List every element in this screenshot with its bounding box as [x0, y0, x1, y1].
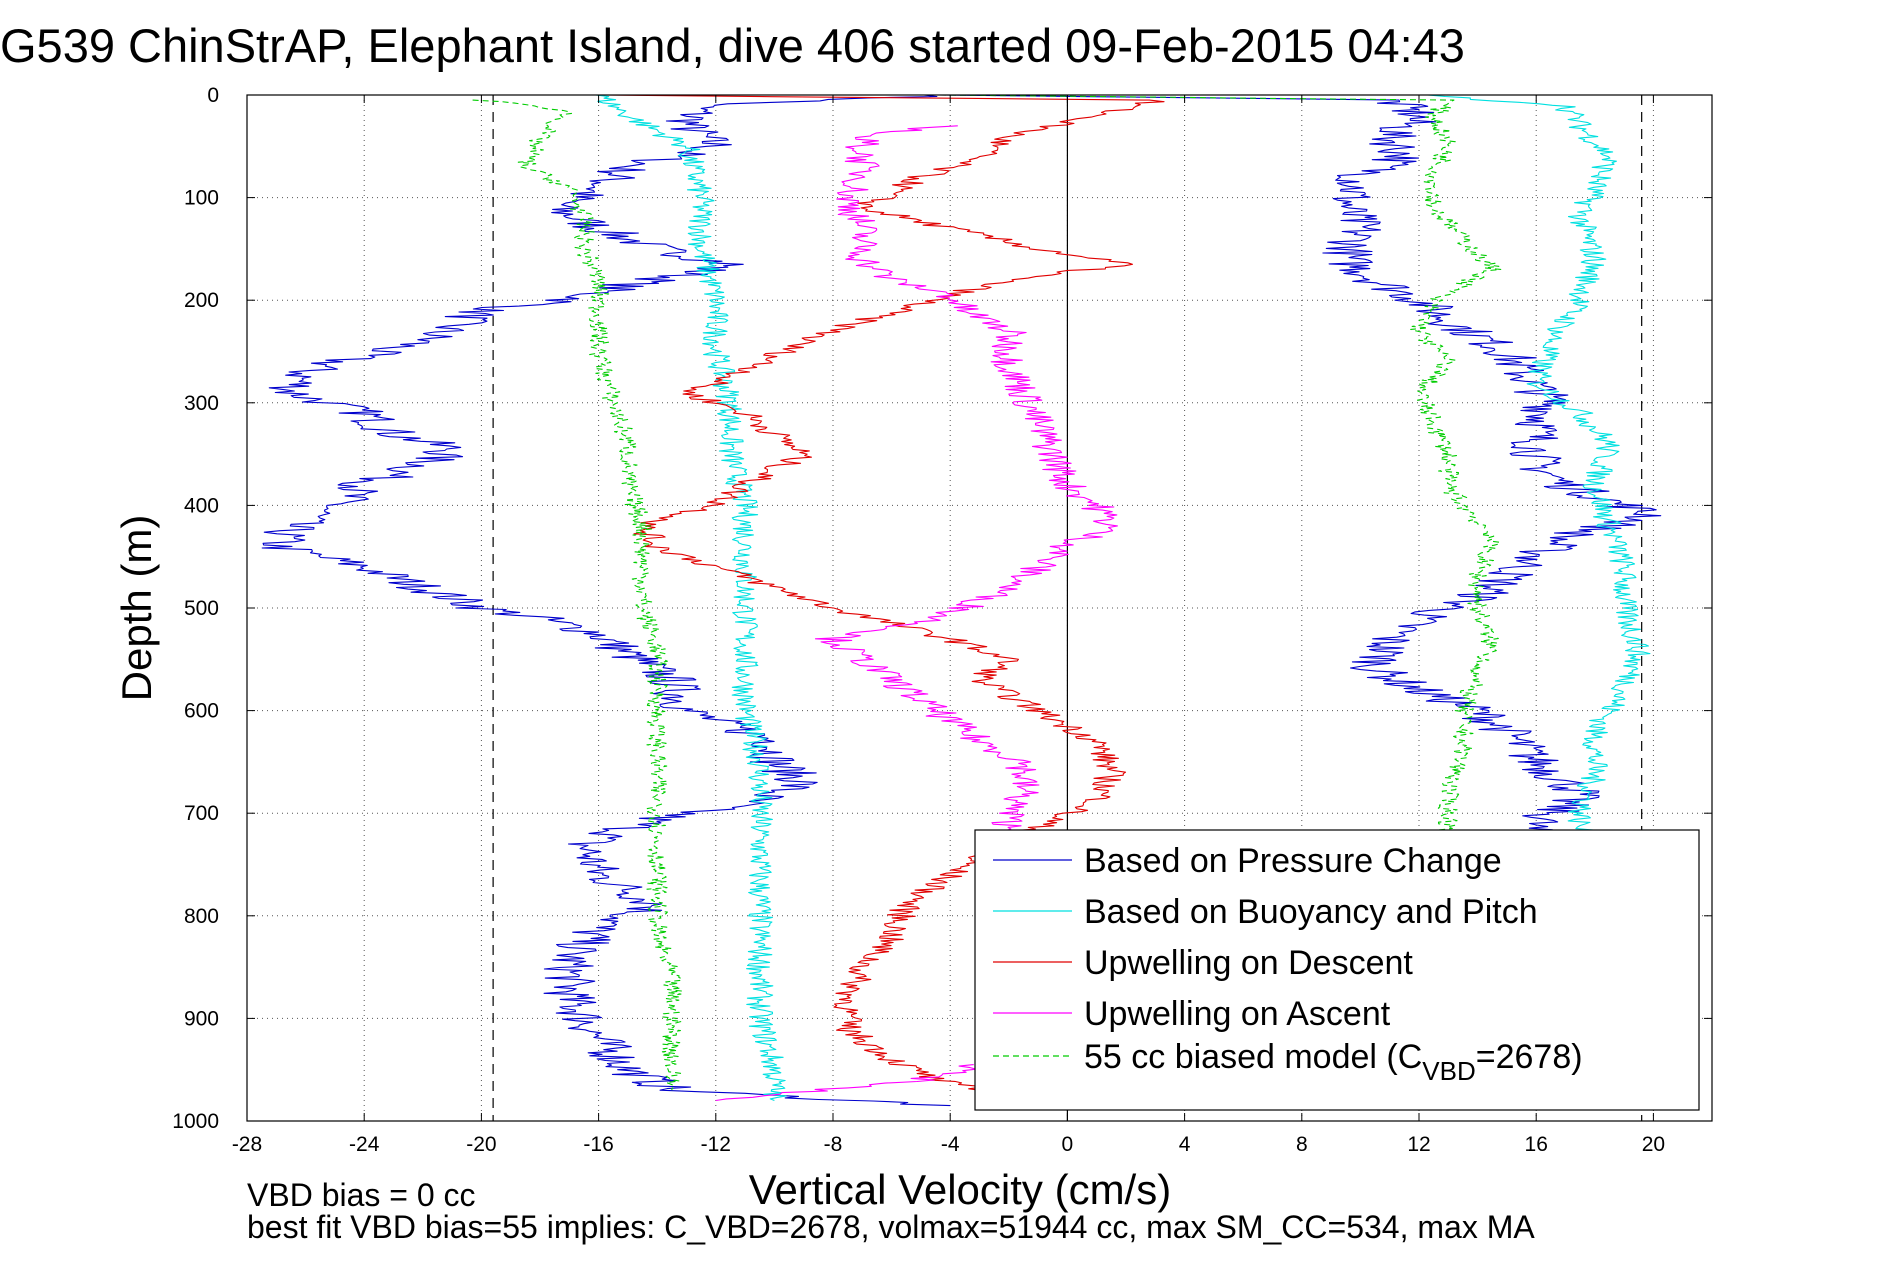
x-tick-label: 12	[1407, 1133, 1430, 1156]
y-tick-label: 100	[184, 187, 219, 210]
x-tick-label: 4	[1179, 1133, 1191, 1156]
y-tick-label: 900	[184, 1007, 219, 1030]
series-line	[472, 99, 683, 1091]
series-group	[261, 95, 1662, 1107]
x-tick-label: 8	[1296, 1133, 1308, 1156]
legend-label: 55 cc biased model (CVBD=2678)	[1084, 1038, 1583, 1086]
x-tick-label: -8	[824, 1133, 843, 1156]
legend-label: Upwelling on Descent	[1084, 944, 1413, 982]
x-tick-label: -16	[583, 1133, 613, 1156]
series-line	[814, 125, 1118, 835]
series-line	[938, 95, 1662, 845]
y-tick-label: 1000	[172, 1110, 219, 1133]
x-tick-label: -20	[466, 1133, 496, 1156]
y-tick-label: 400	[184, 494, 219, 517]
y-tick-label: 600	[184, 700, 219, 723]
x-tick-label: -12	[701, 1133, 731, 1156]
series-line	[601, 95, 1165, 1091]
x-axis-label: Vertical Velocity (cm/s)	[749, 1166, 1171, 1213]
y-tick-label: 800	[184, 905, 219, 928]
x-tick-label: 20	[1642, 1133, 1665, 1156]
y-axis-label: Depth (m)	[113, 515, 160, 702]
footnote-vbd-bias: VBD bias = 0 cc	[247, 1177, 476, 1213]
y-tick-label: 700	[184, 802, 219, 825]
series-line	[1427, 95, 1651, 845]
x-tick-label: -24	[349, 1133, 380, 1156]
y-tick-label: 500	[184, 597, 219, 620]
x-tick-label: -28	[232, 1133, 262, 1156]
x-tick-label: 16	[1525, 1133, 1548, 1156]
series-line	[595, 95, 787, 1102]
series-line	[715, 1064, 977, 1102]
y-tick-label: 0	[207, 84, 219, 107]
x-tick-label: 0	[1062, 1133, 1074, 1156]
legend-label: Based on Pressure Change	[1084, 842, 1502, 880]
legend-label: Based on Buoyancy and Pitch	[1084, 893, 1538, 931]
footnote-best-fit: best fit VBD bias=55 implies: C_VBD=2678…	[247, 1209, 1535, 1245]
legend-label: Upwelling on Ascent	[1084, 995, 1391, 1033]
chart-title: G539 ChinStrAP, Elephant Island, dive 40…	[0, 19, 1465, 72]
series-line	[261, 95, 951, 1107]
legend: Based on Pressure Change Based on Buoyanc…	[974, 829, 1700, 1111]
y-tick-label: 200	[184, 289, 219, 312]
y-tick-label: 300	[184, 392, 219, 415]
x-tick-label: -4	[941, 1133, 960, 1156]
tick-labels: -28 -24 -20 -16 -12 -8 -4 0 4 8 12 16 20010020030040…	[172, 84, 1712, 1156]
legend-box	[974, 829, 1700, 1111]
